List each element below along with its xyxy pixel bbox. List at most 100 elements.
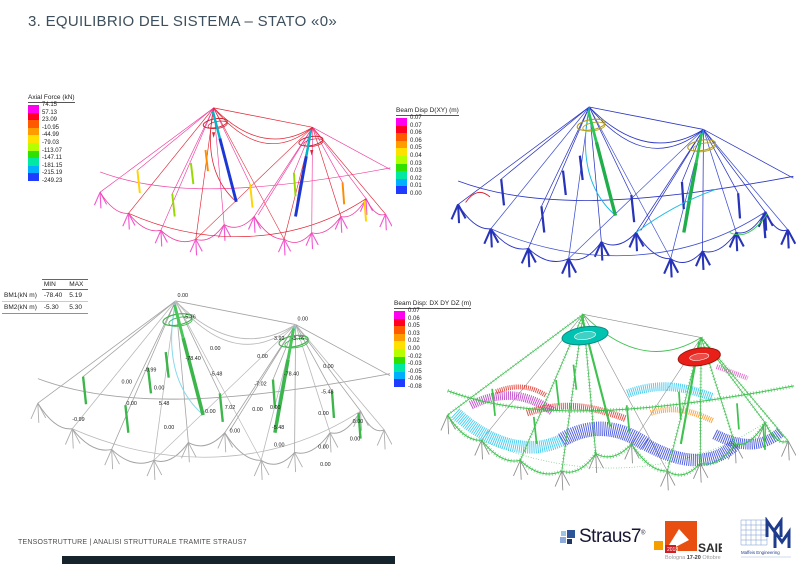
legend-value: 0.05: [408, 323, 420, 330]
bm-value-label: 0.00: [126, 401, 137, 407]
legend-color-band: [394, 326, 405, 334]
legend-value: 0.00: [408, 345, 420, 352]
legend-color-band: [394, 379, 405, 387]
mm-monogram: [765, 516, 791, 548]
saie-subtitle: Bologna 17-20 Ottobre: [665, 555, 721, 561]
legend-colorbar: [28, 105, 39, 181]
legend-value: -113.07: [42, 147, 62, 154]
legend-color-band: [396, 133, 407, 141]
legend-color-band: [28, 165, 39, 174]
legend-title: Axial Force (kN): [28, 94, 75, 103]
bm-value-label: 0.00: [350, 437, 361, 443]
legend-color-band: [28, 135, 39, 143]
axial-force-legend: Axial Force (kN) 74.15 57.13 23.09 -10.95 -4…: [28, 86, 75, 184]
bm-table-cell: 5.30: [67, 301, 89, 314]
beam-disp-dxy-legend: Beam Disp D(XY) (m) 0.07 0.07 0.06 0.06 0.05…: [396, 99, 459, 197]
legend-color-band: [28, 105, 39, 113]
legend-color-band: [396, 155, 407, 164]
legend-color-band: [394, 333, 405, 342]
bm-value-label: -78.40: [284, 372, 299, 378]
legend-value: 0.06: [410, 137, 422, 144]
legend-values: 0.07 0.06 0.05 0.03 0.02 0.00 -0.02 -0.03 -0.05-…: [408, 308, 422, 390]
bm-value-label: 0.00: [178, 293, 189, 299]
bm-value-label: -5.48: [210, 372, 222, 378]
bm-table-cell: 5.19: [67, 289, 89, 302]
bm-value-label: 0.00: [164, 425, 175, 431]
legend-value: 0.06: [408, 315, 420, 322]
bm-value-label: -5.76: [183, 315, 195, 321]
legend-color-band: [28, 158, 39, 166]
legend-value: 23.09: [42, 117, 58, 124]
bm-value-label: 7.02: [225, 405, 236, 411]
bm-table-cell: -78.40: [41, 289, 68, 302]
legend-value: 0.01: [410, 183, 422, 190]
legend-color-band: [396, 178, 407, 187]
legend-color-band: [396, 148, 407, 156]
legend-value: 0.03: [410, 160, 422, 167]
bm-value-label: -5.48: [272, 425, 284, 431]
legend-colorbar: [396, 118, 407, 194]
legend-color-band: [394, 311, 405, 319]
axial-force-plot: [93, 107, 392, 256]
footer-accent-bar: [62, 556, 395, 564]
bm-table-cell: BM2(kN m): [2, 301, 42, 314]
beam-disp-dxyz-plot: [440, 313, 796, 491]
bm-value-label: 0.00: [257, 354, 268, 360]
legend-value: -10.95: [42, 124, 60, 131]
legend-color-band: [394, 371, 405, 380]
bending-moment-plot: 0.00 -5.76 -78.40 0.00 -0.99 -5.48 0.00 0.00 0.0…: [30, 293, 392, 480]
legend-value: -79.03: [42, 139, 60, 146]
bm-table-cell: -5.30: [41, 301, 68, 314]
legend-value: -44.99: [42, 132, 60, 139]
registered-mark-icon: ®: [640, 530, 645, 537]
saie-logo-icon: 2018 SAIE Bologna 17-20 Ottobre: [654, 521, 726, 561]
legend-value: -0.05: [408, 368, 422, 375]
legend-color-band: [28, 120, 39, 128]
legend-color-band: [394, 364, 405, 372]
legend-value: 0.05: [410, 145, 422, 152]
legend-value: 0.07: [410, 122, 422, 129]
bm-table-body: BM1(kN m) -78.40 5.19 BM2(kN m) -5.30 5.30: [2, 289, 89, 314]
slide-footer: TENSOSTRUTTURE | ANALISI STRUTTURALE TRA…: [18, 539, 247, 546]
legend-color-band: [28, 127, 39, 136]
legend-value: -0.08: [408, 383, 422, 390]
bm-value-label: 0.00: [230, 429, 241, 435]
legend-value: 0.03: [410, 168, 422, 175]
bm-table-cell: BM1(kN m): [2, 289, 42, 302]
legend-color-band: [394, 318, 405, 327]
bm-value-label: -0.99: [72, 417, 84, 423]
legend-colorbar: [394, 311, 405, 387]
legend-value: -215.19: [42, 170, 63, 177]
bm-value-label: 0.00: [320, 462, 331, 468]
saie-year: 2018: [667, 547, 678, 553]
bm-value-label: 5.48: [159, 401, 170, 407]
legend-value: -0.03: [408, 361, 422, 368]
maffeis-logo-icon: Maffeis Engineering: [740, 516, 791, 558]
legend-title: Beam Disp D(XY) (m): [396, 107, 459, 116]
bm-value-labels: 0.00 -5.76 -78.40 0.00 -0.99 -5.48 0.00 0.00 0.0…: [72, 293, 363, 468]
legend-color-band: [396, 118, 407, 126]
legend-value: 0.00: [410, 190, 422, 197]
bm-value-label: 0.00: [121, 380, 132, 386]
straus7-logo-icon: [560, 530, 575, 544]
straus7-logo: Straus7®: [559, 526, 645, 548]
saie-logo: 2018 SAIE Bologna 17-20 Ottobre: [652, 519, 726, 564]
bm-value-label: -5.48: [321, 389, 333, 395]
bm-value-label: 0.00: [298, 317, 309, 323]
legend-value: -0.02: [408, 353, 422, 360]
legend-color-band: [394, 348, 405, 357]
legend-value: 0.07: [410, 115, 422, 121]
legend-color-band: [396, 125, 407, 134]
slide-title: 3. EQUILIBRIO DEL SISTEMA – STATO «0»: [28, 13, 337, 30]
legend-value: 0.02: [410, 175, 422, 182]
legend-color-band: [396, 171, 407, 179]
bm-value-label: -78.40: [185, 356, 200, 362]
legend-value: -249.23: [42, 177, 63, 184]
bm-value-label: 0.00: [274, 443, 285, 449]
straus7-logo-text: Straus7®: [579, 526, 645, 547]
bm-value-label: -0.99: [144, 368, 156, 374]
legend-color-band: [396, 186, 407, 194]
bm-table-row: BM1(kN m) -78.40 5.19: [2, 289, 89, 302]
legend-color-band: [28, 173, 39, 181]
bm-value-label: 0.00: [270, 405, 281, 411]
